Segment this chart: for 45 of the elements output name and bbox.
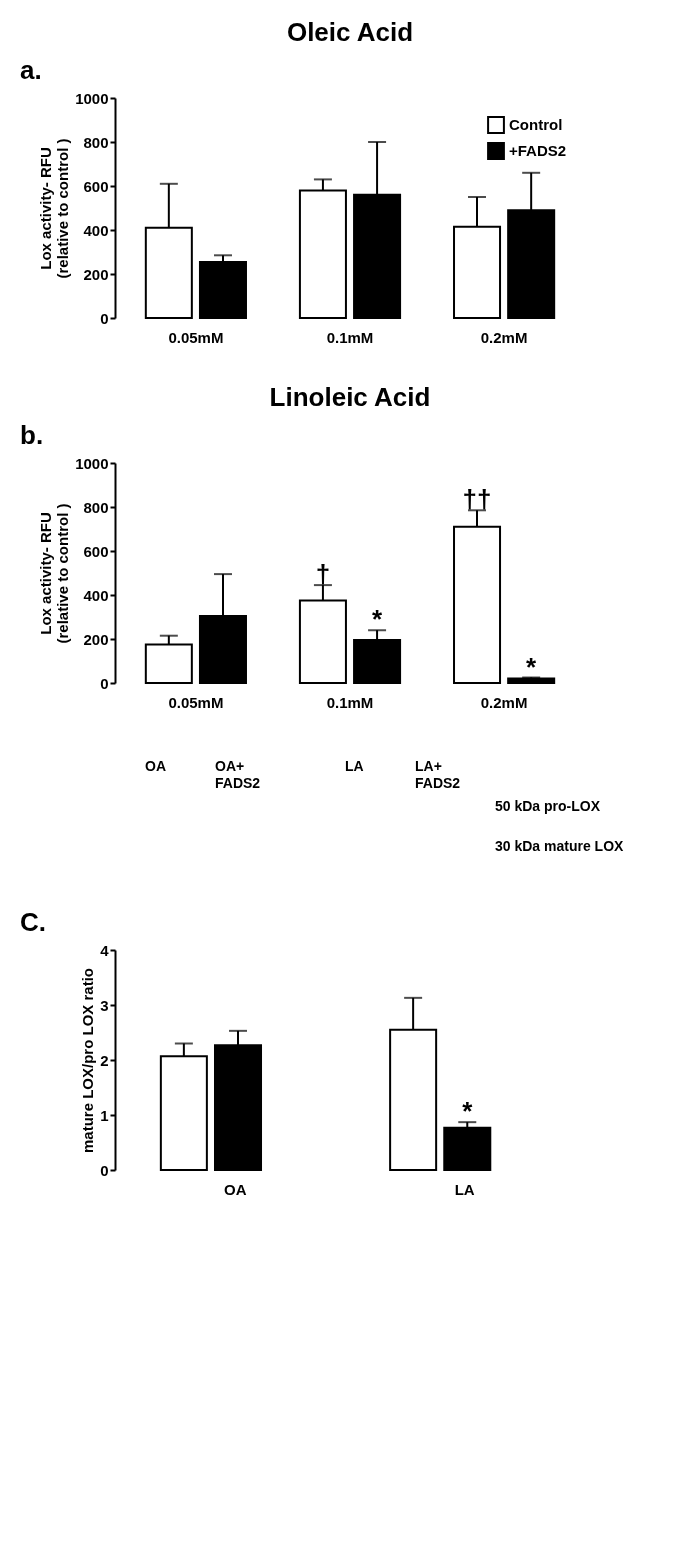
x-tick-label: 0.05mM	[168, 693, 224, 711]
x-tick-label: 0.2mM	[480, 328, 528, 346]
text: b.	[20, 420, 44, 450]
y-tick-label: 800	[83, 498, 109, 516]
chart-title: Linoleic Acid	[269, 382, 431, 412]
annotation: *	[372, 604, 384, 635]
x-tick-label: 0.1mM	[326, 328, 374, 346]
y-axis-title: Lox activity- RFU (relative to control )	[37, 503, 72, 644]
y-tick-label: 2	[100, 1051, 109, 1069]
annotation: ††	[462, 484, 492, 515]
y-tick-label: 1000	[75, 454, 109, 472]
legend-label: Control	[509, 116, 563, 133]
text: OA+ FADS2	[215, 758, 261, 791]
text: 30 kDa mature LOX	[495, 838, 625, 854]
y-tick-label: 0	[100, 674, 109, 692]
x-tick-label: 0.2mM	[480, 693, 528, 711]
text: C.	[20, 907, 46, 937]
y-tick-label: 200	[83, 630, 109, 648]
text: LA	[345, 758, 364, 774]
y-tick-label: 0	[100, 1161, 109, 1179]
annotation: †	[315, 559, 331, 590]
annotation: *	[462, 1096, 474, 1127]
y-tick-label: 200	[83, 265, 109, 283]
y-tick-label: 1000	[75, 89, 109, 107]
annotation: *	[526, 651, 538, 682]
y-tick-label: 3	[100, 996, 109, 1014]
legend-label: +FADS2	[509, 142, 567, 159]
x-tick-label: 0.05mM	[168, 328, 224, 346]
y-axis-title: mature LOX/pro LOX ratio	[79, 967, 97, 1154]
text: a.	[20, 55, 42, 85]
y-tick-label: 4	[100, 941, 110, 959]
y-tick-label: 1	[100, 1106, 109, 1124]
bar	[198, 260, 247, 319]
y-tick-label: 600	[83, 177, 109, 195]
chart-title: Oleic Acid	[286, 17, 414, 47]
y-axis-title: Lox activity- RFU (relative to control )	[37, 138, 72, 279]
y-tick-label: 0	[100, 309, 109, 327]
y-tick-label: 600	[83, 542, 109, 560]
y-tick-label: 400	[83, 586, 109, 604]
y-tick-label: 400	[83, 221, 109, 239]
text: 50 kDa pro-LOX	[495, 798, 601, 814]
x-tick-label: 0.1mM	[326, 693, 374, 711]
text: LA+ FADS2	[415, 758, 461, 791]
text: OA	[145, 758, 166, 774]
y-tick-label: 800	[83, 133, 109, 151]
